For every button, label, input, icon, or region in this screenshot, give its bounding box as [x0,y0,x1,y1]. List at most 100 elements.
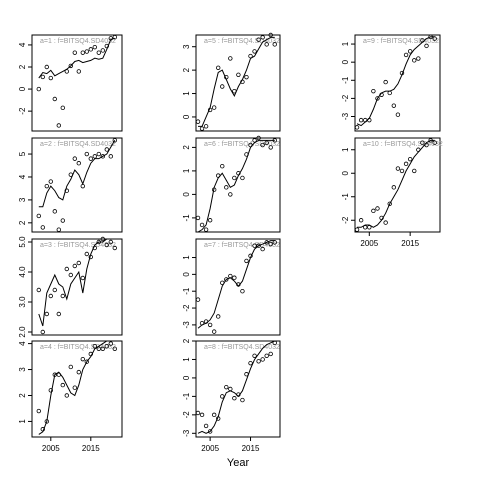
point [108,154,113,159]
panel-label: a=4 : f=BITSQ4.SD4032 [40,344,116,351]
point [199,126,205,131]
point [248,142,253,148]
point [244,74,249,80]
panel-frame [31,340,123,438]
point [92,245,97,251]
point [232,275,237,280]
y-tick-label: 0 [341,59,350,64]
point [44,311,49,317]
point [108,36,113,41]
point [252,49,257,54]
point [256,243,261,248]
point [64,266,69,272]
point [72,263,77,269]
point [112,138,117,143]
point [248,53,253,59]
y-tick-label: 0 [341,170,350,175]
point [52,372,57,377]
point [403,52,409,58]
point [420,38,425,43]
point [407,156,413,162]
point [272,42,277,47]
point [68,172,73,177]
point [416,147,421,152]
y-tick-label: 5 [18,151,27,156]
point [428,34,433,40]
point [88,47,93,52]
point [236,72,241,78]
point [80,275,85,281]
y-tick-label: 4 [18,174,27,179]
point [244,258,249,264]
point [244,372,249,377]
point [84,359,89,364]
point [391,103,397,108]
point [272,340,277,346]
point [252,138,257,143]
point [232,396,237,401]
point [96,151,101,157]
point [216,65,221,70]
point [84,151,89,157]
point [203,423,209,429]
point [100,346,105,351]
y-tick-label: 0 [182,375,191,380]
fit-line [357,139,435,228]
point [399,70,405,76]
point [40,74,45,80]
point [256,359,261,364]
point [391,185,397,190]
y-tick-label: -1 [341,193,350,201]
y-tick-label: -3 [182,429,191,437]
panel-frame [195,238,281,336]
point [387,90,392,96]
point [387,201,392,206]
point [195,297,201,302]
point [195,410,201,416]
point [412,58,417,63]
point [36,86,41,92]
y-tick-label: 2 [182,338,191,343]
x-tick-label: 2015 [401,239,419,248]
x-tick-label: 2015 [82,444,100,453]
point [112,346,117,351]
y-tick-label: 1 [182,255,191,260]
point [195,119,201,124]
point [203,227,209,232]
point [379,215,384,221]
y-tick-label: -2 [182,411,191,419]
y-tick-label: 3 [182,44,191,49]
point [358,117,364,123]
point [76,161,81,166]
panel-frame [195,340,281,438]
y-tick-label: 0 [182,114,191,119]
y-tick-label: 1 [182,168,191,173]
point [100,48,105,53]
point [220,84,225,89]
point [228,273,233,279]
point [92,44,97,50]
point [96,239,101,245]
y-tick-label: 2 [182,145,191,150]
point [252,353,257,358]
y-tick-label: -1 [182,214,191,222]
fit-line [38,37,115,79]
point [92,343,97,349]
fit-line [356,36,435,127]
point [264,140,269,145]
point [48,179,53,184]
point [199,321,205,326]
x-tick-label: 2005 [201,444,219,453]
point [256,135,261,141]
point [64,393,69,398]
point [40,329,45,335]
y-tick-label: 4 [18,42,27,47]
point [207,218,213,223]
x-tick-label: 2005 [360,239,378,248]
y-tick-label: -2 [18,107,27,115]
panel-label: a=8 : f=BITSQ4.SD4032 [204,344,280,351]
point [228,56,233,61]
point [52,209,57,214]
panel-label: a=7 : f=BITSQ4.SD4032 [204,242,280,249]
y-tick-label: -2 [341,94,350,102]
